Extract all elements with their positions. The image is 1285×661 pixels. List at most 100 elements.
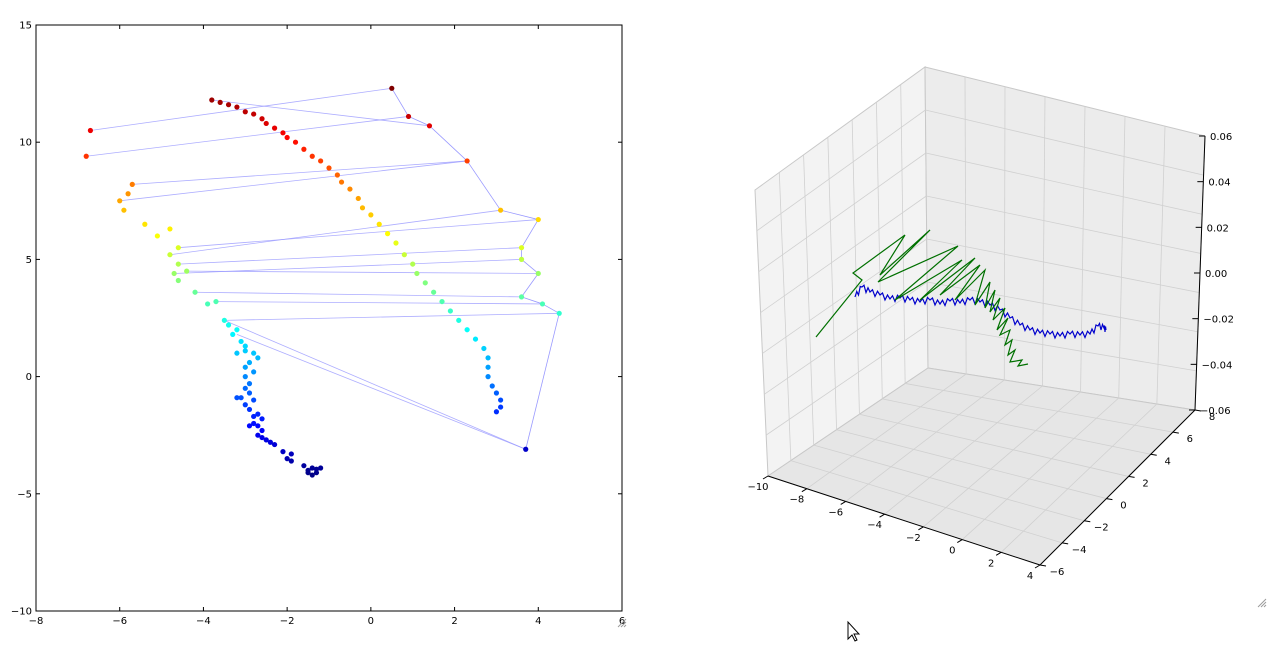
x-tick-label: −8 [29, 616, 44, 627]
wall-gridline [758, 152, 927, 273]
scatter-point [234, 395, 240, 401]
y-tick-label: 5 [26, 255, 32, 266]
connection-line [211, 99, 430, 127]
scatter-point [347, 186, 353, 192]
scatter-point [242, 343, 248, 349]
scatter-point [242, 402, 248, 408]
z-tick-label: −0.04 [1202, 360, 1233, 371]
scatter-point [498, 404, 504, 410]
scatter-point [251, 369, 257, 375]
scatter-point [242, 385, 248, 391]
scatter-point [171, 270, 177, 277]
scatter-point [259, 427, 265, 434]
scatter-point [87, 127, 94, 134]
scatter-point [326, 165, 332, 171]
scatter-point [175, 245, 181, 251]
3d-z-ticks: −0.06 −0.04 −0.02 0.00 0.02 0.04 0.06 [1189, 132, 1234, 417]
scatter-plot-frame [35, 24, 623, 612]
scatter-point [318, 465, 324, 471]
scatter-point [263, 437, 269, 443]
scatter-point [129, 181, 135, 187]
scatter-point [485, 355, 491, 361]
scatter-point [359, 205, 366, 211]
trajectory-segment [429, 125, 468, 162]
scatter-point [242, 364, 248, 370]
scatter-point [263, 120, 269, 127]
scatter-point [389, 85, 395, 91]
scatter-point [280, 130, 286, 136]
scatter-point [167, 252, 173, 258]
y-tick-label: 6 [1187, 434, 1193, 445]
y-tick-label: 10 [19, 138, 32, 149]
3d-y-ticks: −6 −4 −2 0 2 4 6 8 [1039, 409, 1215, 578]
scatter-point [405, 113, 412, 120]
y-tick-mark [1062, 542, 1069, 545]
scatter-point [242, 109, 248, 115]
mouse-cursor-icon [847, 620, 861, 642]
scatter-point [255, 432, 261, 438]
trajectory-segment [500, 209, 539, 220]
scatter-point [234, 104, 240, 110]
y-tick-label: −4 [1072, 545, 1087, 556]
scatter-point [154, 233, 160, 239]
x-tick-mark [995, 551, 1002, 556]
scatter-point [309, 465, 315, 471]
connection-line [195, 291, 522, 298]
trajectory-segment [542, 303, 560, 314]
scatter-point [280, 449, 286, 455]
scatter-point [217, 99, 223, 105]
y-tick-label: −6 [1050, 567, 1065, 578]
scatter-plot-panel: −8 −6 −4 −2 0 2 4 6 −10 −5 0 5 10 15 [11, 21, 625, 628]
scatter-point [288, 458, 294, 464]
scatter-point [338, 179, 345, 185]
scatter-point [255, 411, 261, 417]
wall-gridline [851, 119, 860, 415]
scatter-point [309, 153, 315, 159]
scatter-point [271, 441, 278, 448]
floor-gridline [836, 429, 1107, 499]
trajectory-segment [466, 160, 501, 211]
connection-line [169, 209, 501, 256]
floor-gridline [884, 385, 1043, 515]
trajectory-segment [521, 273, 539, 298]
scatter-point [205, 301, 211, 307]
floor-gridline [790, 460, 1063, 544]
connection-line [86, 116, 409, 157]
connection-lines [86, 87, 560, 450]
scatter-point [556, 310, 562, 316]
y-tick-label: −10 [11, 607, 32, 618]
wall-gridline [764, 281, 928, 395]
x-tick-label: −6 [828, 507, 843, 518]
3d-paths [815, 229, 1107, 367]
resize-grip-right[interactable] [1257, 598, 1267, 608]
wall-gridline [876, 102, 883, 399]
scatter-point [472, 336, 479, 342]
scatter-point [209, 97, 215, 103]
x-axis-ticks: −8 −6 −4 −2 0 2 4 6 [29, 25, 625, 627]
scatter-point [234, 350, 240, 356]
scatter-point [518, 294, 525, 300]
scatter-point [259, 434, 265, 441]
z-tick-label: 0.00 [1205, 269, 1227, 280]
scatter-point [518, 245, 525, 251]
scatter-point [246, 423, 253, 429]
trajectory-segment [391, 88, 409, 117]
scatter-point [464, 327, 470, 333]
scatter-point [246, 381, 253, 387]
scatter-point [518, 256, 525, 262]
scatter-point [493, 390, 500, 396]
y-tick-mark [1128, 475, 1135, 478]
wall-gridline [1003, 86, 1006, 381]
scatter-point [255, 355, 261, 361]
wall-gridline [927, 324, 1197, 372]
scatter-point [259, 416, 265, 422]
scatter-point [288, 451, 294, 457]
scatter-point [175, 261, 181, 267]
resize-grip-left[interactable] [617, 618, 627, 628]
scatter-point [125, 191, 131, 197]
wall-gridline [926, 195, 1201, 254]
connection-line [186, 270, 539, 274]
scatter-point [368, 212, 374, 218]
scatter-point [523, 446, 529, 452]
